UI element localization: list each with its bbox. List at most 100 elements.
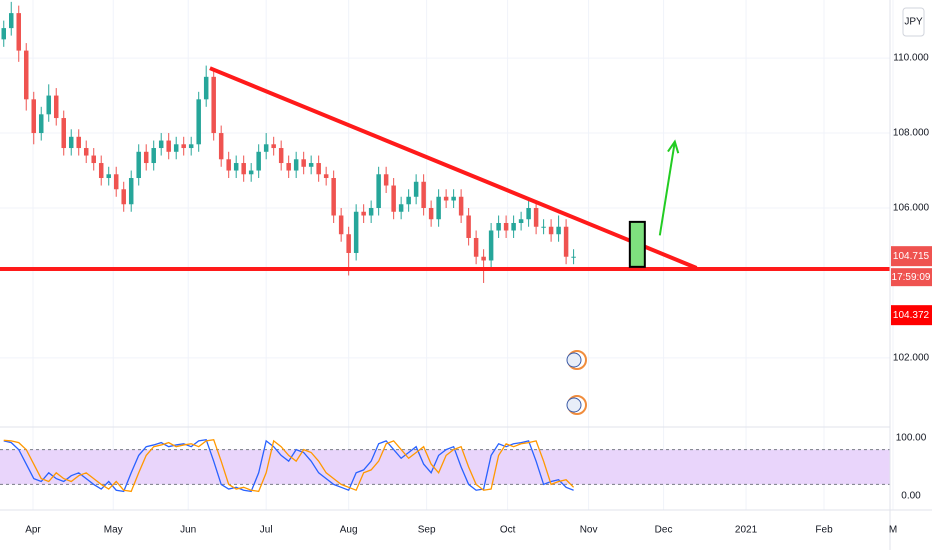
x-tick-label: Dec [655,525,673,536]
x-tick-label: 2021 [735,525,758,536]
x-tick-label: Jun [180,525,196,536]
candle-body [368,208,374,216]
candle-body [218,133,224,160]
candle-body [556,226,561,235]
stoch-band [0,449,890,485]
projection-box [628,220,646,268]
candle-body [76,136,81,149]
candle-body [316,163,321,175]
x-tick-label: Nov [580,525,598,536]
candle-body [128,178,134,205]
event-icons [566,350,587,415]
candle-body [61,118,66,149]
candle-body [166,140,171,152]
stoch-line [3,438,575,493]
candle-body [466,215,471,238]
y-tick-label: 102.000 [893,353,930,364]
candle-body [451,196,456,201]
candle-body [53,95,59,119]
candle-body [361,211,366,216]
candle-body [256,151,261,171]
stoch-tick-label: 100.00 [896,433,927,444]
candle-body [263,144,269,152]
candle-body [91,155,96,164]
candle-body [308,163,314,167]
candle-body [563,226,569,257]
candle-body [278,148,284,164]
x-tick-label: Apr [25,525,41,536]
stoch-line [3,438,574,493]
candle-body [181,144,186,149]
candle-body [173,144,179,152]
candle-body [391,185,396,212]
candle-body [136,151,141,179]
candle-body [23,50,29,100]
candle-body [398,204,404,212]
candle-body [488,230,494,261]
candle-body [158,140,164,149]
candle-body [226,159,231,171]
x-tick-label: Sep [418,525,436,536]
candle-body [286,163,291,171]
last-price-box [891,246,932,267]
plot-area [0,1,890,493]
trendline [209,66,698,270]
candle-body [8,13,14,29]
candle-body [338,215,344,235]
currency-button[interactable] [902,7,925,37]
candle-body [203,76,209,100]
candle-body [46,95,51,115]
candle-body [38,114,44,134]
x-tick-label: Feb [815,525,833,536]
candle-body [383,174,389,186]
candle-body [406,196,411,205]
candle-body [511,222,516,231]
candle-body [211,76,216,134]
x-tick-label: Jul [260,525,273,536]
candle-body [233,163,239,171]
candle-body [188,144,194,149]
currency-label: JPY [904,17,923,28]
candle-body [533,208,539,227]
x-tick-label: Oct [500,525,516,536]
y-tick-label: 110.000 [893,53,929,64]
last-price-label: 104.715 [893,251,930,262]
candle-body [83,148,89,156]
x-tick-label: May [104,525,123,536]
x-tick-label: M [889,525,897,536]
candle-body [248,170,254,175]
candle-body [481,256,486,261]
candle-body [151,148,156,164]
candle-body [68,136,74,149]
x-tick-label: Aug [340,525,358,536]
candle-body [331,178,336,216]
candle-body [571,256,576,258]
candle-body [526,208,531,220]
countdown-label: 17:59:09 [892,272,931,283]
candle-body [353,211,359,253]
candle-body [428,208,434,220]
candle-body [1,28,6,40]
y-tick-label: 106.000 [893,203,930,214]
candle-body [301,159,306,167]
candle-body [98,163,104,179]
candle-body [346,234,351,253]
arrow-head [667,139,680,154]
candle-body [31,99,36,134]
candle-body [271,144,276,149]
candle-body [16,13,21,51]
countdown-box [891,268,932,287]
candle-body [113,174,119,190]
candle-body [421,181,426,209]
candle-body [323,174,329,179]
y-tick-label: 108.000 [893,128,930,139]
candle-body [196,99,201,145]
candle-body [518,219,524,223]
candle-body [413,181,419,197]
candle-body [121,189,126,205]
candle-body [376,174,381,209]
candle-body [293,159,299,171]
candle-body [458,196,464,216]
candle-body [496,222,501,231]
